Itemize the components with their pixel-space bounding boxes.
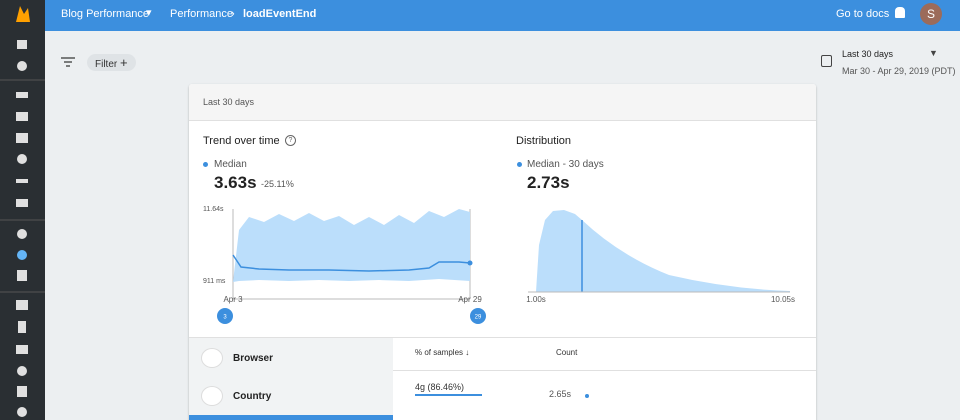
sample-bar	[415, 394, 482, 396]
filter-label: Filter	[95, 59, 118, 70]
distribution-value: 2.73s	[527, 173, 570, 192]
column-header[interactable]: Count	[556, 348, 578, 357]
tab-icon	[201, 348, 223, 368]
range-handle-label: 3	[223, 315, 227, 321]
project-dropdown[interactable]: ▾	[146, 7, 152, 19]
top-bar	[0, 0, 960, 31]
row-label: 4g (86.46%)	[415, 382, 465, 392]
card-header	[189, 84, 816, 121]
calendar-icon[interactable]	[821, 55, 832, 67]
date-label[interactable]: Last 30 days	[842, 49, 894, 59]
trend-title: Trend over time	[203, 135, 280, 147]
y-label: 911 ms	[203, 278, 226, 285]
sidebar-icons	[0, 6, 45, 417]
breadcrumb[interactable]: Performance	[170, 8, 233, 20]
table-header	[393, 338, 816, 371]
filter-icon[interactable]	[60, 56, 76, 68]
date-dropdown[interactable]: ▼	[929, 48, 938, 58]
distribution-chart: 1.00s 10.05s	[526, 210, 795, 304]
trend-chart: 11.64s 911 ms Apr 3 Apr 29 3 29	[203, 206, 486, 324]
tab[interactable]: Country	[233, 391, 272, 402]
date-range: Mar 30 - Apr 29, 2019 (PDT)	[842, 66, 956, 76]
trend-change: -25.11%	[261, 179, 294, 189]
x-label: 1.00s	[526, 295, 546, 304]
trend-line	[232, 254, 471, 272]
logo	[16, 6, 30, 22]
notifications[interactable]	[895, 7, 905, 18]
tab-panel	[189, 338, 393, 420]
tab[interactable]: Browser	[233, 353, 274, 364]
trend-legend: Median	[214, 159, 247, 170]
distribution-area	[536, 210, 790, 292]
filter-chip[interactable]: Filter +	[87, 54, 136, 71]
x-label: 10.05s	[771, 295, 795, 304]
nav-icons[interactable]	[16, 40, 28, 417]
distribution-legend: Median - 30 days	[527, 159, 604, 170]
project-name[interactable]: Blog Performance	[61, 8, 150, 20]
trend-value: 3.63s	[214, 173, 257, 192]
nav-dividers	[0, 79, 45, 293]
range-handle[interactable]	[217, 308, 233, 324]
legend-dot	[517, 162, 522, 167]
divider	[189, 337, 816, 338]
column-header[interactable]: % of samples ↓	[415, 348, 470, 357]
avatar[interactable]: S	[920, 3, 942, 25]
row-count: 2.65s	[549, 389, 572, 399]
breadcrumb-sep: ›	[231, 8, 235, 20]
breadcrumb-current: loadEventEnd	[243, 8, 317, 20]
tab-icon	[201, 386, 223, 406]
trend-end	[467, 260, 473, 266]
y-label: 11.64s	[203, 206, 224, 213]
help-icon[interactable]: ?	[285, 135, 296, 146]
distribution-title: Distribution	[516, 135, 572, 147]
charts: 11.64s 911 ms Apr 3 Apr 29 3 29 1.00s 10…	[203, 206, 795, 324]
column-name: % of samples	[415, 348, 464, 357]
x-label: Apr 29	[458, 295, 482, 304]
x-label: Apr 3	[223, 295, 243, 304]
docs-link[interactable]: Go to docs	[836, 8, 890, 20]
range-handle[interactable]	[470, 308, 486, 324]
card-header-text: Last 30 days	[203, 97, 255, 107]
trend-band	[233, 209, 470, 282]
active-tab[interactable]	[189, 415, 393, 420]
range-handle-label: 29	[475, 315, 482, 321]
legend-dot	[203, 162, 208, 167]
count-dot	[585, 394, 589, 398]
